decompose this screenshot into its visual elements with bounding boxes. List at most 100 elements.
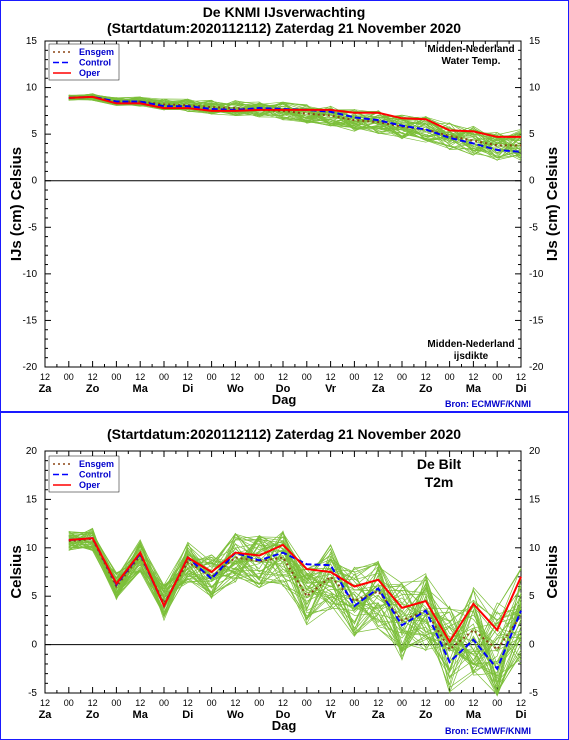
y-tick-label-left: 10 <box>26 83 38 94</box>
x-hour-label: 00 <box>349 698 359 708</box>
y-tick-label-right: -5 <box>529 222 538 233</box>
x-day-label: Di <box>516 383 527 395</box>
x-hour-label: 12 <box>421 698 431 708</box>
y-axis-label-left: IJs (cm) Celsius <box>8 147 25 261</box>
y-tick-label-right: -10 <box>529 269 544 280</box>
y-tick-label-right: 5 <box>529 591 535 602</box>
x-axis-label: Dag <box>272 718 297 733</box>
x-hour-label: 00 <box>111 372 121 382</box>
y-tick-label-left: 20 <box>26 446 38 457</box>
x-hour-label: 00 <box>492 698 502 708</box>
ice-forecast-chart: De KNMI IJsverwachting(Startdatum:202011… <box>8 4 561 409</box>
x-day-label: Za <box>39 383 53 395</box>
y-tick-label-left: 5 <box>31 591 37 602</box>
series-line-ensgem <box>68 538 522 651</box>
legend-label: Oper <box>79 68 101 78</box>
x-hour-label: 12 <box>230 372 240 382</box>
y-tick-label-right: 0 <box>529 176 535 187</box>
annotation-top-right: Water Temp. <box>442 56 501 67</box>
x-hour-label: 12 <box>373 698 383 708</box>
ensemble-member-line <box>68 541 522 697</box>
ensemble-member-line <box>68 93 522 154</box>
ensemble-member-line <box>68 527 522 623</box>
x-hour-label: 00 <box>302 698 312 708</box>
y-tick-label-left: -20 <box>23 362 38 373</box>
t2m-forecast-chart: (Startdatum:2020112112) Zaterdag 21 Nove… <box>8 426 561 736</box>
annotation-bottom-right: Midden-Nederland <box>427 339 514 350</box>
x-hour-label: 12 <box>135 698 145 708</box>
plot-area <box>44 40 522 368</box>
legend-box <box>48 43 120 81</box>
x-hour-label: 12 <box>326 698 336 708</box>
x-hour-label: 12 <box>326 372 336 382</box>
y-tick-label-left: -10 <box>23 269 38 280</box>
x-hour-label: 12 <box>230 698 240 708</box>
x-day-label: Ma <box>133 383 149 395</box>
y-tick-label-left: 0 <box>31 640 37 651</box>
x-hour-label: 12 <box>183 372 193 382</box>
x-hour-label: 00 <box>159 372 169 382</box>
ensemble-member-line <box>68 94 522 151</box>
x-hour-label: 00 <box>254 372 264 382</box>
ensemble-member-line <box>68 543 522 693</box>
y-tick-label-left: -15 <box>23 315 38 326</box>
y-axis-label-right: IJs (cm) Celsius <box>544 147 561 261</box>
x-hour-label: 00 <box>64 372 74 382</box>
chart-subtitle: (Startdatum:2020112112) Zaterdag 21 Nove… <box>107 426 461 442</box>
chart-subtitle: (Startdatum:2020112112) Zaterdag 21 Nove… <box>107 20 461 36</box>
x-hour-label: 00 <box>207 698 217 708</box>
legend-label: Oper <box>79 480 101 490</box>
x-day-label: Zo <box>419 383 433 395</box>
x-day-label: Zo <box>419 709 433 721</box>
x-day-label: Ma <box>466 383 482 395</box>
x-day-label: Ma <box>466 709 482 721</box>
ensemble-member-line <box>68 94 522 156</box>
x-hour-label: 00 <box>349 372 359 382</box>
y-tick-label-right: 10 <box>529 543 541 554</box>
x-day-label: Vr <box>325 709 337 721</box>
x-hour-label: 00 <box>445 698 455 708</box>
x-day-label: Ma <box>133 709 149 721</box>
legend-label: Ensgem <box>79 459 114 469</box>
ensemble-member-line <box>68 531 522 678</box>
ensemble-members <box>68 527 522 697</box>
y-tick-label-right: 15 <box>529 494 541 505</box>
legend-box <box>48 455 120 493</box>
x-day-label: Zo <box>86 709 100 721</box>
x-day-label: Zo <box>86 383 100 395</box>
annotation-bottom-right: ijsdikte <box>454 351 489 362</box>
ensemble-member-line <box>68 528 522 673</box>
x-axis-label: Dag <box>272 392 297 407</box>
ice-forecast-panel: De KNMI IJsverwachting (Startdatum:202011… <box>0 0 569 412</box>
t2m-forecast-panel: (Startdatum:2020112112) Zaterdag 21 Nove… <box>0 412 569 740</box>
x-hour-label: 12 <box>88 372 98 382</box>
y-tick-label-right: -20 <box>529 362 544 373</box>
series-line-control <box>68 537 522 671</box>
legend-label: Ensgem <box>79 47 114 57</box>
x-day-label: Vr <box>325 383 337 395</box>
x-hour-label: 00 <box>302 372 312 382</box>
x-hour-label: 00 <box>64 698 74 708</box>
annotation-top-right: De Bilt <box>417 456 462 472</box>
x-hour-label: 12 <box>468 372 478 382</box>
x-day-label: Wo <box>227 709 244 721</box>
x-hour-label: 00 <box>397 372 407 382</box>
y-tick-label-left: 0 <box>31 176 37 187</box>
x-day-label: Za <box>372 383 386 395</box>
y-tick-label-right: 20 <box>529 446 541 457</box>
x-hour-label: 12 <box>40 698 50 708</box>
y-axis-label-left: Celsius <box>8 545 25 598</box>
source-label: Bron: ECMWF/KNMI <box>445 726 531 736</box>
ensemble-member-line <box>68 94 522 154</box>
y-tick-label-right: -15 <box>529 315 544 326</box>
y-tick-label-right: 15 <box>529 36 541 47</box>
legend-label: Control <box>79 58 111 68</box>
x-day-label: Do <box>276 383 291 395</box>
x-hour-label: 12 <box>278 372 288 382</box>
x-day-label: Di <box>182 709 193 721</box>
y-tick-label-right: -5 <box>529 688 538 699</box>
x-hour-label: 00 <box>111 698 121 708</box>
legend-label: Control <box>79 470 111 480</box>
y-tick-label-left: -5 <box>28 688 37 699</box>
x-hour-label: 12 <box>421 372 431 382</box>
